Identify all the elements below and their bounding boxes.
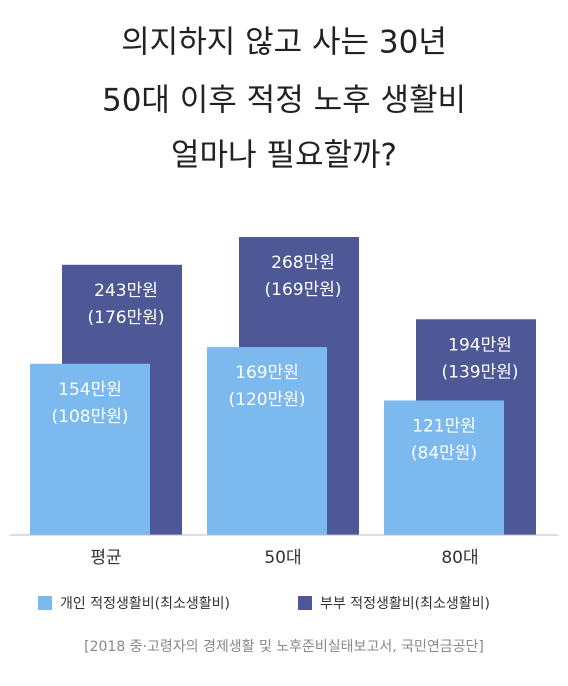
value-label: 268만원 <box>271 253 335 273</box>
bar <box>207 347 327 535</box>
value-label: 194만원 <box>448 335 512 355</box>
legend-label: 부부 적정생활비(최소생활비) <box>320 596 490 612</box>
min-label: (108만원) <box>52 407 129 427</box>
legend-label: 개인 적정생활비(최소생활비) <box>60 596 230 612</box>
min-label: (169만원) <box>265 280 342 300</box>
min-label: (120만원) <box>229 390 306 410</box>
x-tick-label: 50대 <box>264 548 301 568</box>
value-label: 243만원 <box>94 281 158 301</box>
value-label: 121만원 <box>412 416 476 436</box>
x-tick-label: 평균 <box>90 548 121 568</box>
chart-title: 50대 이후 적정 노후 생활비 <box>102 83 466 119</box>
x-tick-label: 80대 <box>441 548 478 568</box>
chart-title: 의지하지 않고 사는 30년 <box>121 25 447 61</box>
min-label: (84만원) <box>411 443 477 463</box>
min-label: (139만원) <box>442 362 519 382</box>
min-label: (176만원) <box>88 308 165 328</box>
value-label: 154만원 <box>58 380 122 400</box>
bar <box>30 363 150 535</box>
source: [2018 중·고령자의 경제생활 및 노후준비실태보고서, 국민연금공단] <box>84 639 484 655</box>
chart-title: 얼마나 필요할까? <box>171 138 397 174</box>
bar <box>384 400 504 535</box>
legend-swatch <box>38 596 52 610</box>
value-label: 169만원 <box>235 363 299 383</box>
legend-swatch <box>298 596 312 610</box>
